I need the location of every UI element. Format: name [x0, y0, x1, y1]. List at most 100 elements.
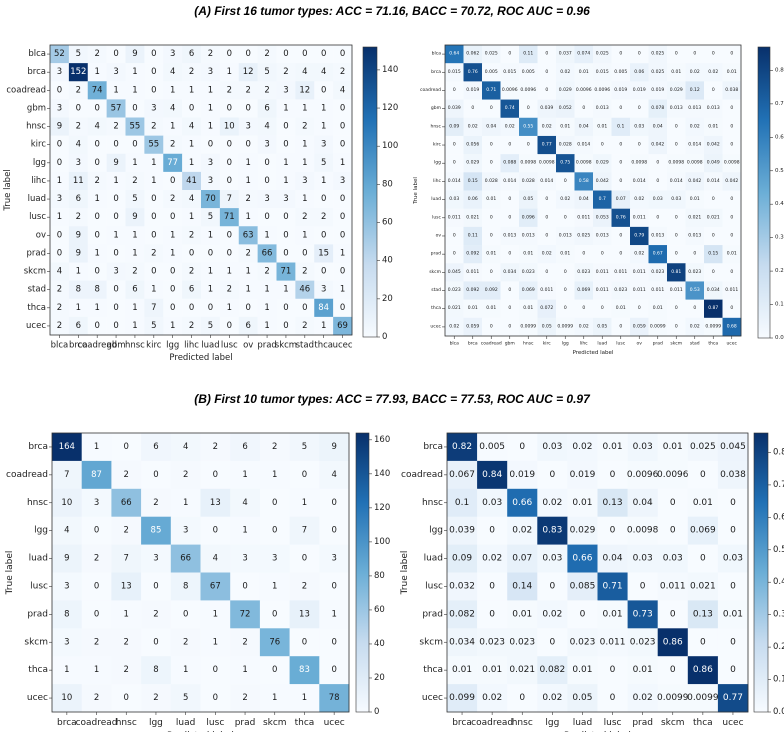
heatmap-cell: [574, 190, 594, 209]
heatmap-cell: [257, 316, 277, 336]
heatmap-cell: [477, 488, 508, 517]
heatmap-cell: [447, 600, 478, 629]
cell-value-label: 76: [269, 637, 280, 647]
cell-value-label: 5: [76, 49, 81, 59]
cell-value-label: 2: [302, 122, 307, 132]
cell-value-label: 0.03: [653, 196, 663, 202]
heatmap-cell: [314, 262, 334, 281]
heatmap-cell: [144, 190, 164, 209]
cell-value-label: 5: [151, 321, 156, 331]
cell-value-label: 3: [170, 49, 175, 59]
heatmap-cell: [314, 99, 334, 118]
heatmap-cell: [200, 628, 231, 657]
heatmap-cell: [163, 153, 183, 173]
heatmap-cell: [630, 63, 649, 82]
heatmap-cell: [257, 153, 277, 173]
cell-value-label: 0: [508, 51, 511, 57]
cell-value-label: 0.045: [448, 269, 461, 275]
heatmap-cell: [314, 226, 334, 245]
heatmap-cell: [447, 656, 478, 685]
cell-value-label: 3: [340, 176, 345, 186]
cell-value-label: 0: [675, 51, 678, 57]
heatmap-cell: [289, 516, 320, 545]
cell-value-label: 0.039: [449, 526, 475, 536]
cell-value-label: 0: [656, 214, 659, 220]
heatmap-cell: [500, 99, 520, 119]
heatmap-cell: [68, 316, 89, 336]
cell-value-label: 0: [619, 323, 622, 329]
cell-value-label: 0.02: [708, 69, 718, 75]
y-tick-label: brca: [28, 442, 48, 452]
cell-value-label: 0: [489, 581, 495, 591]
cell-value-label: 2: [242, 637, 247, 647]
heatmap-cell: [144, 298, 164, 318]
cell-value-label: 0.011: [725, 287, 738, 293]
y-tick-label: ov: [36, 230, 46, 240]
cell-value-label: 0.09: [452, 554, 472, 564]
heatmap-cell: [519, 154, 538, 173]
cell-value-label: 2: [283, 67, 288, 77]
heatmap-cell: [685, 281, 705, 300]
x-tick-label: prad: [632, 718, 653, 728]
heatmap-cell: [219, 153, 240, 173]
heatmap-cell: [68, 153, 89, 173]
cell-value-label: 0.021: [509, 665, 535, 675]
heatmap-cell: [630, 154, 649, 173]
heatmap-cell: [201, 244, 221, 263]
heatmap-cell: [722, 63, 742, 82]
cell-value-label: 0: [490, 142, 493, 148]
cell-value-label: 0.011: [633, 214, 646, 220]
heatmap-cell: [447, 460, 478, 490]
cell-value-label: 0.01: [723, 609, 743, 619]
cell-value-label: 0: [490, 214, 493, 220]
heatmap-cell: [717, 488, 749, 517]
heatmap-cell: [685, 45, 705, 64]
cell-value-label: 1: [113, 230, 118, 240]
heatmap-cell: [144, 208, 164, 227]
cell-value-label: 0: [76, 103, 81, 113]
cell-value-label: 0: [638, 305, 641, 311]
heatmap-cell: [87, 81, 107, 100]
cell-value-label: 0.013: [596, 105, 609, 111]
heatmap-cell: [163, 316, 183, 336]
heatmap-cell: [170, 433, 201, 462]
x-tick-label: lihc: [580, 341, 588, 347]
heatmap-cell: [507, 628, 538, 657]
heatmap-cell: [68, 63, 89, 82]
heatmap-cell: [257, 262, 277, 281]
cell-value-label: 0.01: [486, 196, 496, 202]
cell-value-label: 1: [189, 140, 194, 150]
cell-value-label: 0.11: [468, 232, 478, 238]
heatmap-cell: [201, 262, 221, 281]
cell-value-label: 10: [61, 693, 72, 703]
cell-value-label: 1: [321, 321, 326, 331]
heatmap-cell: [627, 572, 658, 601]
cell-value-label: 0: [151, 67, 156, 77]
heatmap-cell: [445, 154, 464, 173]
cell-value-label: 3: [94, 498, 99, 508]
cell-value-label: 2: [245, 248, 250, 258]
cell-value-label: 4: [213, 554, 218, 564]
heatmap-cell: [567, 684, 598, 713]
cell-value-label: 72: [240, 609, 251, 619]
cell-value-label: 0.029: [466, 160, 479, 166]
heatmap-cell: [219, 280, 240, 300]
cell-value-label: 0.0096: [502, 87, 518, 93]
cell-value-label: 0: [453, 251, 456, 257]
cell-value-label: 0: [94, 140, 99, 150]
cell-value-label: 63: [243, 230, 254, 240]
heatmap-cell: [50, 135, 70, 155]
cell-value-label: 0: [730, 142, 733, 148]
heatmap-cell: [447, 628, 478, 657]
colorbar-tick-label: 0: [374, 707, 379, 717]
cell-value-label: 1: [242, 470, 247, 480]
cell-value-label: 1: [183, 498, 188, 508]
cell-value-label: 1: [227, 67, 232, 77]
heatmap-cell: [295, 45, 315, 64]
cell-value-label: 66: [262, 248, 273, 258]
cell-value-label: 83: [299, 665, 310, 675]
cell-value-label: 1: [151, 176, 156, 186]
heatmap-cell: [50, 244, 70, 263]
cell-value-label: 0.032: [449, 581, 475, 591]
cell-value-label: 1: [331, 609, 336, 619]
